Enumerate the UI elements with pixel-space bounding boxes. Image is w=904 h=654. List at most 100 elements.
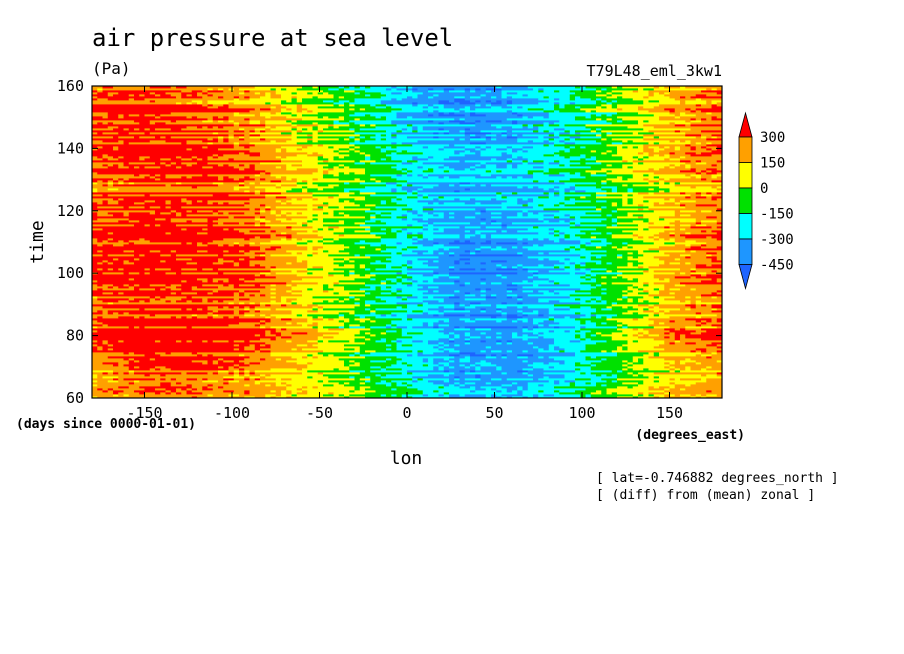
heatmap-cell [711,310,723,313]
heatmap-cell [92,230,240,233]
heatmap-cell [517,314,523,317]
heatmap-cell [312,306,319,309]
heatmap-cell [144,254,161,257]
heatmap-cell [596,134,602,137]
heatmap-cell [307,370,350,373]
heatmap-cell [286,290,292,293]
heatmap-cell [443,332,450,335]
heatmap-cell [485,146,492,149]
heatmap-cell [690,256,707,259]
heatmap-cell [265,266,271,269]
heatmap-cell [585,242,592,245]
heatmap-cell [454,168,466,171]
heatmap-cell [386,282,397,285]
heatmap-cell [449,340,455,343]
heatmap-cell [349,258,387,261]
heatmap-cell [428,322,434,325]
heatmap-cell [443,344,450,347]
heatmap-cell [359,240,366,243]
heatmap-cell [291,340,308,343]
heatmap-cell [239,284,256,287]
heatmap-cell [438,338,450,341]
heatmap-cell [585,346,618,349]
heatmap-cell [386,374,429,377]
heatmap-cell [554,390,560,393]
heatmap-cell [428,158,445,161]
heatmap-cell [176,378,187,381]
heatmap-cell [706,170,712,173]
heatmap-cell [249,344,256,347]
heatmap-cell [197,308,203,311]
heatmap-cell [92,338,261,341]
heatmap-cell [359,316,366,319]
heatmap-cell [412,238,418,241]
heatmap-cell [412,128,418,131]
heatmap-cell [92,252,245,255]
heatmap-cell [265,130,292,133]
heatmap-cell [349,182,361,185]
heatmap-cell [223,306,229,309]
heatmap-cell [548,232,555,235]
heatmap-cell [548,228,555,231]
heatmap-cell [212,340,229,343]
heatmap-cell [338,298,345,301]
heatmap-cell [160,384,172,387]
heatmap-cell [632,232,660,235]
heatmap-cell [265,208,271,211]
heatmap-cell [501,134,508,137]
heatmap-cell [643,240,676,243]
heatmap-cell [365,336,413,339]
heatmap-cell [286,386,303,389]
heatmap-cell [370,228,382,231]
heatmap-cell [92,160,282,163]
heatmap-cell [359,352,371,355]
heatmap-cell [396,384,408,387]
heatmap-cell [233,292,240,295]
heatmap-cell [92,188,98,191]
heatmap-cell [118,132,130,135]
heatmap-cell [501,336,513,339]
heatmap-cell [643,332,649,335]
heatmap-cell [160,158,172,161]
heatmap-cell [380,212,392,215]
heatmap-cell [354,266,361,269]
heatmap-cell [538,314,544,317]
heatmap-cell [632,306,649,309]
heatmap-cell [569,382,576,385]
heatmap-cell [244,250,250,253]
heatmap-cell [265,304,271,307]
heatmap-cell [638,394,644,397]
heatmap-cell [475,152,481,155]
heatmap-cell [218,202,224,205]
heatmap-cell [317,330,361,333]
heatmap-cell [690,350,697,353]
heatmap-cell [674,130,681,133]
heatmap-cell [218,212,224,215]
heatmap-cell [575,330,581,333]
heatmap-cell [375,382,392,385]
heatmap-cell [653,192,681,195]
heatmap-cell [97,330,266,333]
heatmap-cell [480,234,487,237]
heatmap-cell [422,390,434,393]
heatmap-cell [695,176,702,179]
heatmap-cell [685,162,697,165]
heatmap-cell [669,122,676,125]
heatmap-cell [559,380,565,383]
heatmap-cell [380,280,387,283]
heatmap-cell [307,216,366,219]
heatmap-cell [291,392,298,395]
heatmap-cell [428,358,434,361]
heatmap-cell [307,260,345,263]
heatmap-cell [412,284,418,287]
heatmap-cell [128,142,182,145]
heatmap-cell [580,174,592,177]
heatmap-cell [585,124,644,127]
heatmap-cell [443,196,502,199]
heatmap-cell [470,258,539,261]
heatmap-cell [527,342,534,345]
heatmap-cell [464,150,471,153]
heatmap-cell [417,240,455,243]
heatmap-cell [706,322,723,325]
heatmap-cell [118,268,124,271]
